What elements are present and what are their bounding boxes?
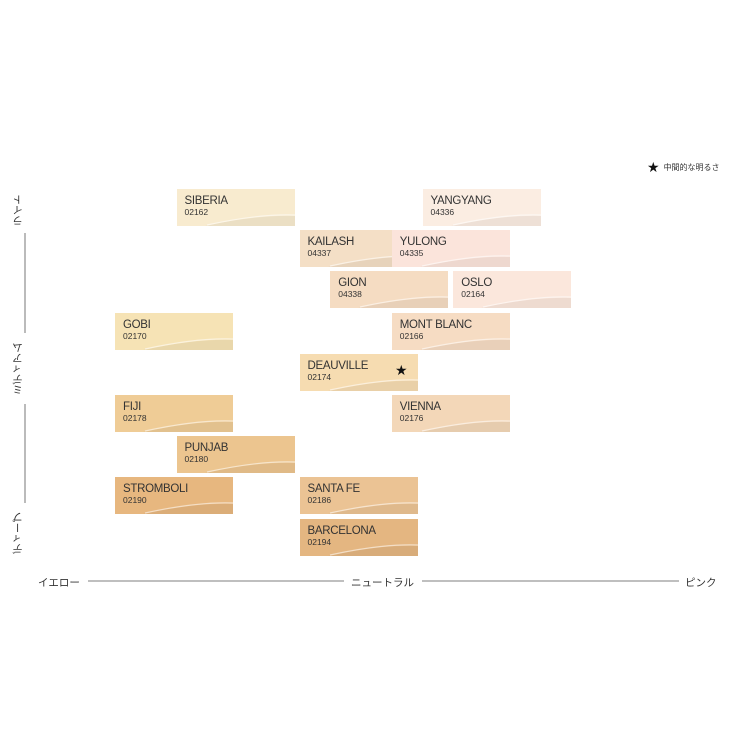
shade-swatch-mont-blanc: MONT BLANC 02166 xyxy=(391,312,510,350)
shade-code: 02176 xyxy=(399,413,424,423)
shade-code: 02194 xyxy=(307,536,332,547)
shade-swatch-gion: GION 04338 xyxy=(330,271,449,309)
shade-code: 02180 xyxy=(184,454,209,465)
shade-swatch-siberia: SIBERIA 02162 xyxy=(176,189,295,226)
shade-name: YANGYANG xyxy=(430,195,492,207)
shade-name: BARCELONA xyxy=(307,524,377,537)
x-axis-label-center: ニュートラル xyxy=(351,577,414,589)
legend: ★ 中間的な明るさ xyxy=(647,160,720,174)
shade-name: DEAUVILLE xyxy=(307,359,369,372)
shade-code: 02164 xyxy=(461,289,485,300)
x-axis-label-right: ピンク xyxy=(685,577,717,589)
shade-swatch-punjab: PUNJAB 02180 xyxy=(176,436,295,474)
star-icon: ★ xyxy=(647,159,660,175)
shade-swatch-santa-fe: SANTA FE 02186 xyxy=(299,477,418,515)
shade-code: 04335 xyxy=(399,248,424,259)
shade-swatch-vienna: VIENNA 02176 xyxy=(391,395,510,432)
shade-name: MONT BLANC xyxy=(399,318,473,331)
shade-name: SANTA FE xyxy=(307,483,361,496)
shade-code: 04338 xyxy=(338,289,362,300)
shade-name: YULONG xyxy=(399,236,447,249)
shade-swatch-deauville: DEAUVILLE 02174 ★ xyxy=(299,353,418,391)
shade-code: 02178 xyxy=(123,413,147,423)
shade-swatch-barcelona: BARCELONA 02194 xyxy=(299,518,418,556)
shade-code: 04336 xyxy=(430,207,455,217)
shade-name: KAILASH xyxy=(307,236,355,249)
shade-swatch-gobi: GOBI 02170 xyxy=(115,312,233,350)
legend-label: 中間的な明るさ xyxy=(663,162,720,172)
shade-name: PUNJAB xyxy=(184,442,229,455)
shade-name: FIJI xyxy=(123,401,141,413)
shade-swatch-stromboli: STROMBOLI 02190 xyxy=(115,477,233,515)
shade-code: 02174 xyxy=(307,371,332,382)
shade-code: 02166 xyxy=(399,330,424,341)
y-axis-label-middle: ミディアム xyxy=(12,342,24,396)
y-axis-label-top: ライト xyxy=(12,194,24,226)
x-axis-label-left: イエロー xyxy=(38,577,80,589)
shade-name: GOBI xyxy=(123,318,151,331)
y-axis-label-bottom: ディープ xyxy=(12,512,24,554)
shade-swatch-fiji: FIJI 02178 xyxy=(115,395,233,432)
shade-code: 02170 xyxy=(123,330,147,341)
shade-name: VIENNA xyxy=(399,401,441,413)
shade-code: 04337 xyxy=(307,248,332,259)
shade-swatch-yulong: YULONG 04335 xyxy=(391,230,510,268)
shade-swatch-oslo: OSLO 02164 xyxy=(453,271,572,309)
shade-name: SIBERIA xyxy=(184,195,229,207)
shade-name: GION xyxy=(338,277,367,290)
shade-swatch-yangyang: YANGYANG 04336 xyxy=(422,189,541,226)
shade-name: OSLO xyxy=(461,277,493,290)
shade-code: 02186 xyxy=(307,495,332,506)
shade-code: 02190 xyxy=(123,495,147,506)
shade-name: STROMBOLI xyxy=(123,483,189,496)
star-icon: ★ xyxy=(394,361,408,378)
shade-code: 02162 xyxy=(184,207,209,217)
